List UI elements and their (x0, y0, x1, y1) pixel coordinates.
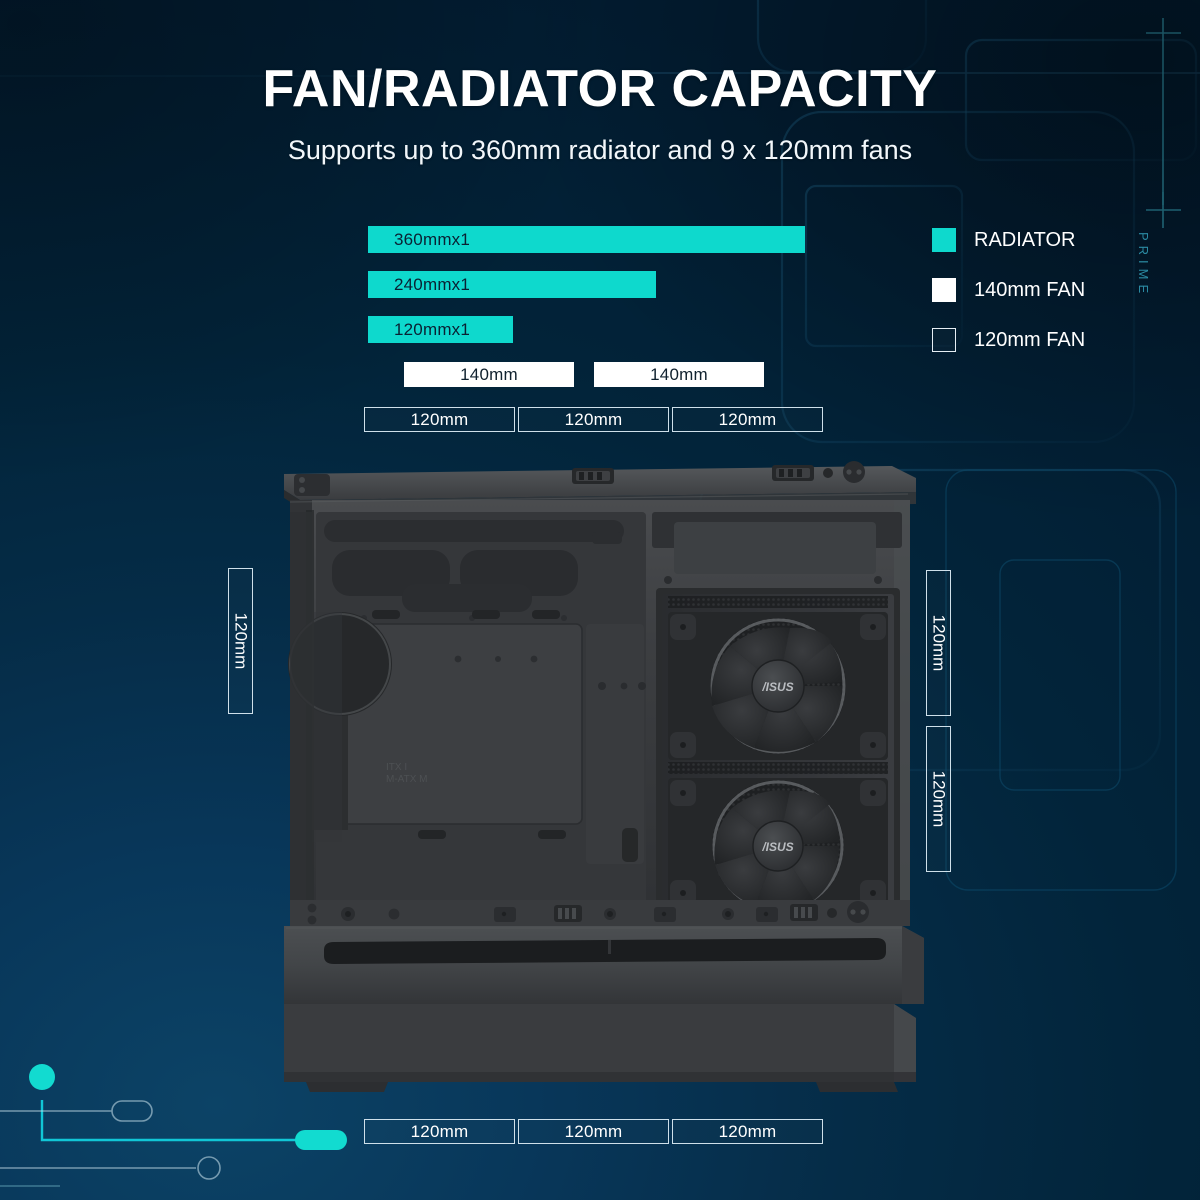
bar-label: 140mm (650, 364, 708, 384)
capacity-fan140-4: 140mm (404, 362, 574, 387)
legend-item-3: 120mm FAN (932, 328, 1085, 352)
case-fan-bottom: /ISUS (668, 778, 888, 912)
asus-fan-logo-bottom: /ISUS (761, 840, 793, 854)
bar-label: 360mmx1 (394, 229, 471, 249)
asus-fan-logo-top: /ISUS (761, 680, 793, 694)
trace-pill-filled (295, 1130, 347, 1150)
bar-label: 120mm (410, 1121, 469, 1141)
vertical-bar-label: 120mm (231, 612, 251, 670)
page-title: FAN/RADIATOR CAPACITY (262, 60, 938, 118)
bar-label: 120mmx1 (394, 319, 471, 339)
vertical-bar-label: 120mm (929, 614, 949, 672)
bottom-callout-fan120-2: 120mm (518, 1119, 669, 1144)
legend-item-1: RADIATOR (932, 228, 1085, 252)
bar-label: 120mm (718, 1121, 777, 1141)
capacity-radiator-2: 240mmx1 (368, 271, 656, 298)
outlined-swatch-icon (932, 328, 956, 352)
legend-label: 140mm FAN (974, 278, 1086, 301)
legend-label: RADIATOR (974, 228, 1076, 251)
right-callout-1: 120mm (926, 570, 951, 716)
mb-support-label-2: M-ATX M (386, 774, 427, 785)
legend: RADIATOR 140mm FAN 120mm FAN (932, 228, 1085, 378)
case-fan-top: /ISUS (668, 612, 888, 760)
capacity-fan120-8: 120mm (672, 407, 823, 432)
cyan-filled-swatch-icon (932, 228, 956, 252)
bar-label: 120mm (410, 409, 469, 429)
pc-case-illustration: ITX I M-ATX M (276, 452, 926, 1092)
trace-node-dot (29, 1064, 55, 1090)
capacity-fan140-5: 140mm (594, 362, 764, 387)
capacity-fan120-6: 120mm (364, 407, 515, 432)
bottom-callout-fan120-3: 120mm (672, 1119, 823, 1144)
bar-label: 140mm (460, 364, 518, 384)
prime-watermark: PRIME (1136, 232, 1151, 299)
mb-support-label-1: ITX I (386, 762, 407, 773)
header: FAN/RADIATOR CAPACITY Supports up to 360… (0, 62, 1200, 166)
legend-item-2: 140mm FAN (932, 278, 1085, 302)
bar-label: 120mm (564, 1121, 623, 1141)
bar-label: 120mm (564, 409, 623, 429)
bar-label: 240mmx1 (394, 274, 471, 294)
vertical-bar-label: 120mm (929, 770, 949, 828)
legend-label: 120mm FAN (974, 328, 1086, 351)
capacity-radiator-1: 360mmx1 (368, 226, 805, 253)
bar-label: 120mm (718, 409, 777, 429)
bottom-callout-fan120-1: 120mm (364, 1119, 515, 1144)
capacity-radiator-3: 120mmx1 (368, 316, 513, 343)
left-callout-1: 120mm (228, 568, 253, 714)
capacity-fan120-7: 120mm (518, 407, 669, 432)
white-filled-swatch-icon (932, 278, 956, 302)
right-callout-2: 120mm (926, 726, 951, 872)
page-subtitle: Supports up to 360mm radiator and 9 x 12… (287, 134, 913, 165)
